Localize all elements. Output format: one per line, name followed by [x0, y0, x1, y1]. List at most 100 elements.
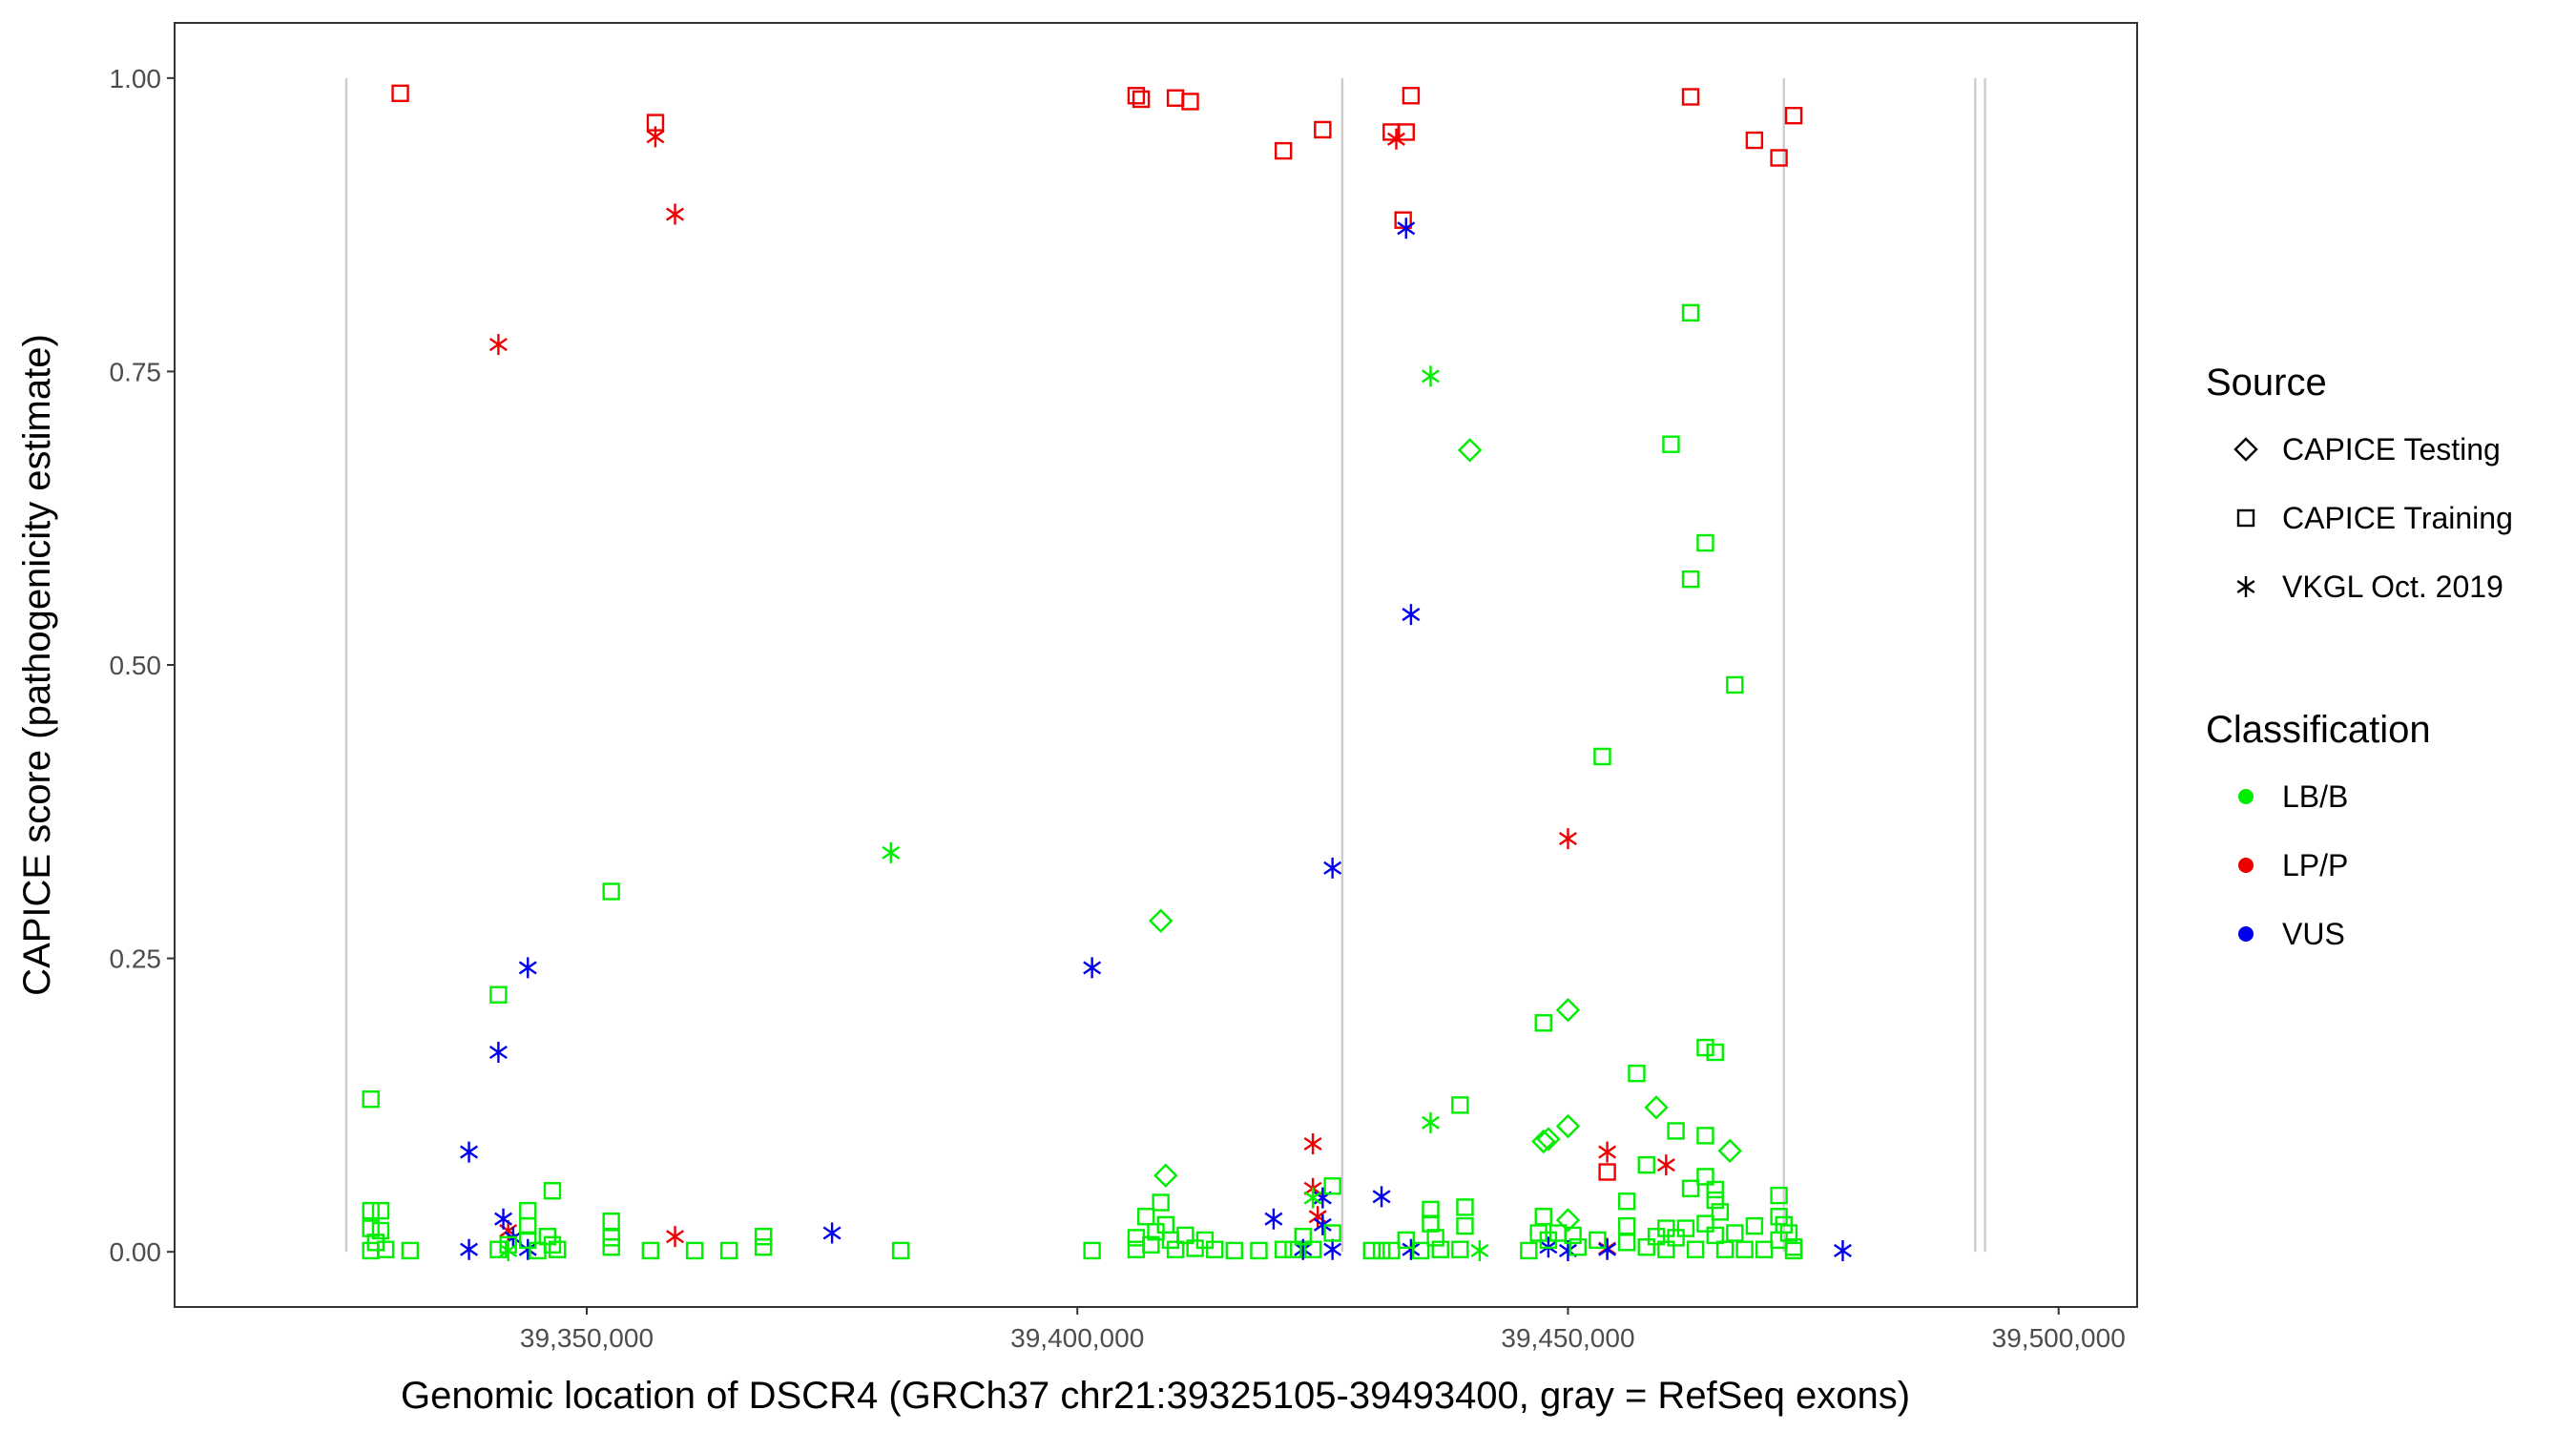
data-point: [529, 1241, 547, 1260]
data-point: [1397, 123, 1415, 141]
data-point: [362, 1219, 380, 1237]
data-point: [1166, 1240, 1185, 1258]
data-point: [1717, 1138, 1742, 1164]
data-point: [1137, 1208, 1155, 1226]
data-point: [1422, 1200, 1440, 1219]
data-point: [646, 126, 665, 148]
data-point: [1706, 1180, 1724, 1199]
legend-label-lbb: LB/B: [2282, 779, 2348, 814]
data-point: [822, 1222, 841, 1244]
data-point: [1225, 1241, 1243, 1260]
data-point: [1250, 1241, 1268, 1260]
series-capice-training-lb-b: [362, 303, 1803, 1260]
data-point: [1456, 1216, 1474, 1235]
data-point: [499, 1235, 517, 1254]
legend-label-vkgl: VKGL Oct. 2019: [2282, 570, 2503, 604]
data-point: [1711, 1203, 1730, 1221]
data-point: [1770, 1186, 1788, 1205]
data-point: [1598, 1141, 1617, 1163]
data-point: [1153, 1163, 1178, 1188]
data-point: [1323, 1177, 1341, 1195]
data-point: [1470, 1239, 1489, 1261]
data-point: [1181, 93, 1199, 111]
data-point: [754, 1227, 773, 1246]
data-point: [1303, 1132, 1322, 1154]
data-point: [1784, 1241, 1803, 1260]
data-point: [1394, 211, 1412, 229]
y-tick-label: 0.25: [110, 944, 162, 974]
legend: Source CAPICE Testing CAPICE Training VK…: [2206, 362, 2513, 951]
y-tick-label: 0.00: [110, 1237, 162, 1267]
legend-key-lp-p: [2238, 858, 2254, 873]
series-vkgl-oct-2019-lb-b: [499, 365, 1489, 1261]
data-point: [1598, 1238, 1617, 1260]
data-point: [371, 1201, 390, 1220]
data-point: [1536, 1127, 1561, 1151]
data-point: [1206, 1240, 1224, 1258]
data-point: [519, 1231, 537, 1250]
data-point: [1715, 1240, 1735, 1258]
data-point: [494, 1208, 513, 1230]
series-capice-training-lp-p: [391, 84, 1803, 1181]
data-point: [1264, 1208, 1283, 1230]
data-point: [488, 1042, 508, 1064]
y-tick-label: 0.50: [110, 651, 162, 680]
data-point: [1323, 857, 1342, 879]
data-point: [1451, 1240, 1469, 1258]
data-point: [1456, 1198, 1474, 1216]
y-axis-title: CAPICE score (pathogenicity estimate): [16, 334, 58, 996]
data-point: [1323, 1224, 1341, 1242]
data-point: [1284, 1240, 1302, 1258]
data-point: [1422, 365, 1440, 387]
data-point: [1770, 149, 1788, 167]
data-point: [1784, 106, 1803, 125]
data-point: [1362, 1241, 1381, 1260]
data-point: [1294, 1227, 1312, 1246]
data-point: [362, 1241, 380, 1260]
data-point: [1706, 1226, 1724, 1245]
data-point: [1637, 1238, 1655, 1256]
data-point: [1637, 1155, 1655, 1174]
legend-class-keys: [2238, 789, 2254, 942]
data-point: [1681, 1179, 1700, 1197]
data-point: [1686, 1240, 1705, 1258]
data-points: [362, 84, 1852, 1261]
data-point: [1176, 1226, 1195, 1245]
data-point: [1303, 1187, 1322, 1209]
data-point: [719, 1241, 738, 1260]
data-point: [1598, 1163, 1616, 1181]
data-point: [1422, 1111, 1440, 1133]
data-point: [602, 1212, 620, 1231]
legend-source-keys: [2233, 437, 2258, 597]
data-point: [1593, 747, 1611, 766]
data-point: [489, 1240, 508, 1258]
data-point: [1617, 1234, 1636, 1252]
data-point: [1617, 1216, 1636, 1235]
x-axis-title: Genomic location of DSCR4 (GRCh37 chr21:…: [401, 1375, 1910, 1417]
data-point: [401, 1241, 420, 1260]
legend-key-square: [2236, 508, 2255, 528]
data-point: [543, 1181, 562, 1200]
data-point: [1755, 1240, 1774, 1258]
data-point: [371, 1221, 390, 1240]
data-point: [1735, 1240, 1754, 1258]
x-tick-label: 39,400,000: [1010, 1323, 1144, 1353]
data-point: [1148, 908, 1174, 933]
legend-label-vus: VUS: [2282, 917, 2345, 951]
data-point: [362, 1201, 380, 1220]
data-point: [1451, 1096, 1469, 1114]
x-tick-label: 39,500,000: [1992, 1323, 2126, 1353]
legend-label-capice-training: CAPICE Training: [2282, 501, 2513, 535]
data-point: [1667, 1122, 1685, 1140]
axes: 0.00 0.25 0.50 0.75 1.00 39,350,000 39,400,000…: [110, 64, 2126, 1353]
series-vkgl-oct-2019-vus: [460, 218, 1852, 1261]
data-point: [489, 985, 508, 1004]
y-tick-label: 0.75: [110, 357, 162, 386]
data-point: [1696, 1168, 1714, 1186]
data-point: [1127, 87, 1146, 105]
data-point: [1617, 1192, 1636, 1211]
data-point: [1662, 435, 1680, 453]
data-point: [1457, 438, 1483, 463]
data-point: [666, 203, 685, 225]
